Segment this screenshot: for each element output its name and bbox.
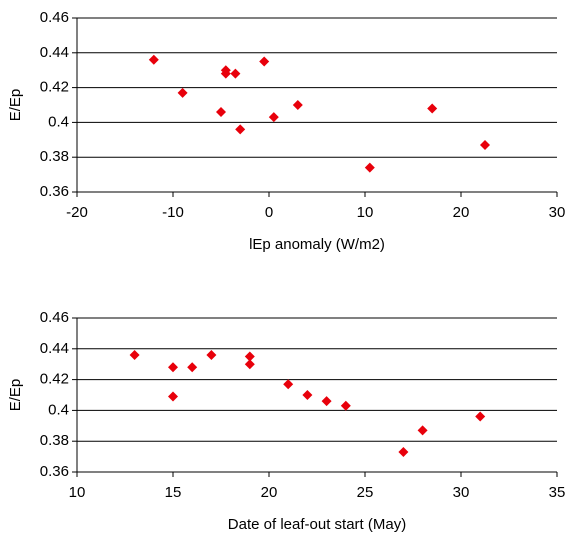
y-tick-label: 0.46 (40, 9, 69, 26)
marker (321, 396, 332, 407)
marker (177, 87, 188, 98)
marker (168, 391, 178, 402)
y-tick-label: 0.42 (40, 79, 69, 96)
marker (235, 124, 246, 135)
y-tick-label: 0.4 (48, 401, 69, 418)
x-tick-label: 25 (357, 484, 374, 501)
x-tick-label: -10 (162, 204, 184, 221)
x-tick-label: 10 (69, 484, 86, 501)
marker (364, 162, 375, 173)
marker (283, 379, 294, 390)
marker (417, 425, 428, 436)
y-axis-label: E/Ep (7, 379, 24, 412)
x-tick-label: 35 (549, 484, 566, 501)
y-tick-label: 0.46 (40, 309, 69, 326)
y-tick-label: 0.44 (40, 340, 69, 357)
marker (480, 140, 490, 151)
x-tick-label: 30 (453, 484, 470, 501)
marker (244, 359, 255, 370)
x-tick-label: 15 (165, 484, 182, 501)
x-axis-label: Date of leaf-out start (May) (228, 516, 406, 533)
y-axis-label: E/Ep (7, 89, 24, 122)
marker (259, 56, 270, 67)
x-tick-label: 20 (453, 204, 470, 221)
x-tick-label: 0 (265, 204, 273, 221)
y-tick-label: 0.42 (40, 371, 69, 388)
marker (427, 103, 438, 114)
y-tick-label: 0.36 (40, 183, 69, 200)
marker (168, 362, 178, 373)
marker (148, 54, 159, 65)
y-tick-label: 0.38 (40, 148, 69, 165)
y-tick-label: 0.44 (40, 44, 69, 61)
marker (216, 106, 226, 117)
x-tick-label: 10 (357, 204, 374, 221)
y-tick-label: 0.4 (48, 113, 69, 130)
y-tick-label: 0.36 (40, 463, 69, 480)
marker (244, 351, 255, 362)
marker (206, 349, 217, 360)
x-tick-label: 30 (549, 204, 566, 221)
y-tick-label: 0.38 (40, 432, 69, 449)
marker (129, 349, 140, 360)
marker (268, 112, 279, 123)
marker (475, 411, 486, 422)
marker (220, 68, 231, 79)
x-axis-label: lEp anomaly (W/m2) (249, 236, 385, 253)
x-tick-label: -20 (66, 204, 88, 221)
marker (398, 446, 409, 457)
marker (292, 100, 303, 110)
marker (340, 400, 351, 411)
marker (230, 68, 241, 79)
marker (302, 390, 313, 400)
x-tick-label: 20 (261, 484, 278, 501)
marker (187, 362, 198, 373)
